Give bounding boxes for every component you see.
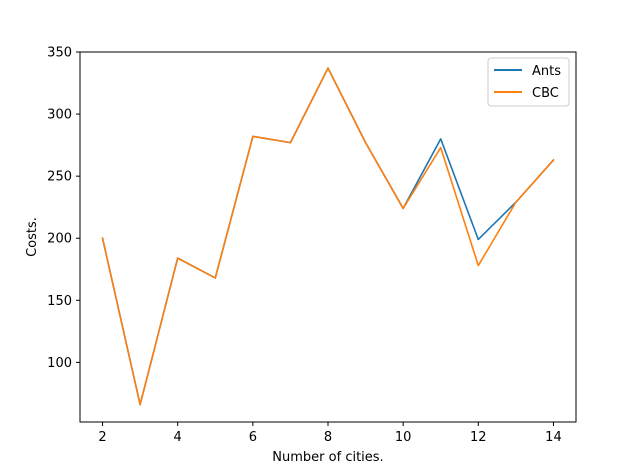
y-tick-label: 150 (47, 294, 72, 309)
x-tick-label: 8 (324, 430, 332, 445)
y-tick-label: 100 (47, 356, 72, 371)
legend-label-ants: Ants (532, 64, 561, 79)
series-line-cbc (101, 67, 555, 406)
plot-frame (79, 51, 577, 423)
x-tick-label: 12 (470, 430, 487, 445)
legend: Ants CBC (487, 57, 570, 107)
x-tick-label: 10 (395, 430, 412, 445)
y-tick-label: 350 (47, 46, 72, 61)
legend-label-cbc: CBC (532, 86, 559, 101)
plot-area (80, 52, 576, 422)
x-tick-label: 6 (249, 430, 257, 445)
x-tick-label: 4 (174, 430, 182, 445)
series-layer (101, 67, 555, 406)
y-axis-title: Costs. (25, 217, 40, 257)
x-axis-title: Number of cities. (272, 450, 383, 465)
y-tick-label: 200 (47, 232, 72, 247)
x-axis-ticks: 2 4 6 8 10 12 14 (98, 422, 562, 445)
y-tick-label: 300 (47, 108, 72, 123)
x-tick-label: 14 (545, 430, 562, 445)
x-tick-label: 2 (98, 430, 106, 445)
y-tick-label: 250 (47, 170, 72, 185)
y-axis-ticks: 100 150 200 250 300 350 (47, 46, 80, 371)
